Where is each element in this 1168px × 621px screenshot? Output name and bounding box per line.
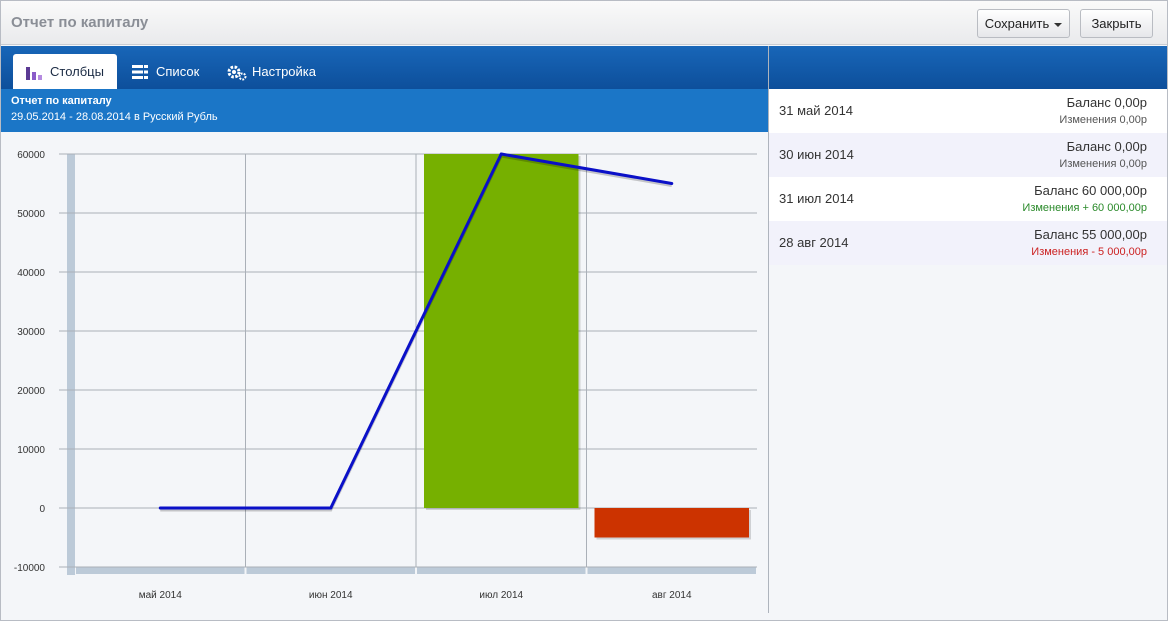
entry-balance: Баланс 0,00р [1066, 139, 1147, 154]
entry-date: 31 июл 2014 [779, 191, 854, 206]
tab-settings[interactable]: Настройка [221, 54, 331, 89]
list-header-bar [769, 46, 1167, 89]
line-point [158, 506, 162, 510]
x-tick-label: авг 2014 [652, 590, 692, 601]
x-tick-label: июн 2014 [309, 590, 353, 601]
y-tick-label: 10000 [17, 445, 45, 456]
list-item[interactable]: 31 май 2014 Баланс 0,00р Изменения 0,00р [769, 89, 1167, 133]
entry-change: Изменения 0,00р [1059, 114, 1147, 126]
entry-change: Изменения - 5 000,00р [1031, 246, 1147, 258]
line-point [670, 182, 674, 185]
balance-line [160, 152, 673, 510]
list-item[interactable]: 31 июл 2014 Баланс 60 000,00р Изменения … [769, 177, 1167, 221]
capital-chart: 60000 50000 40000 30000 20000 10000 0 -10000 май… [14, 150, 757, 601]
y-tick-label: 50000 [17, 209, 45, 220]
bar [424, 154, 579, 508]
entry-balance: Баланс 55 000,00р [1034, 227, 1147, 242]
entry-balance: Баланс 0,00р [1066, 95, 1147, 110]
entry-balance: Баланс 60 000,00р [1034, 183, 1147, 198]
tab-columns-label: Столбцы [50, 64, 104, 79]
report-subheader: Отчет по капиталу 29.05.2014 - 28.08.201… [1, 89, 768, 132]
report-title: Отчет по капиталу [11, 95, 112, 107]
bar [594, 508, 749, 538]
list-empty-area [769, 265, 1167, 613]
close-button[interactable]: Закрыть [1080, 9, 1153, 38]
entry-date: 28 авг 2014 [779, 235, 849, 250]
save-button-label: Сохранить [984, 16, 1050, 31]
report-range: 29.05.2014 - 28.08.2014 в Русский Рубль [11, 111, 218, 123]
line-point [329, 506, 333, 510]
gears-icon [227, 63, 247, 81]
bar-chart-icon [25, 63, 43, 81]
title-bar: Отчет по капиталу Сохранить Закрыть [1, 1, 1167, 45]
x-axis-strip [76, 567, 245, 574]
line-point [499, 152, 503, 156]
x-tick-label: июл 2014 [479, 590, 523, 601]
entry-date: 30 июн 2014 [779, 147, 854, 162]
x-axis-strip [417, 567, 586, 574]
entries-list: 31 май 2014 Баланс 0,00р Изменения 0,00р… [769, 89, 1167, 265]
entry-change: Изменения + 60 000,00р [1022, 202, 1147, 214]
y-tick-label: 60000 [17, 150, 45, 161]
x-axis-strip [587, 567, 756, 574]
caret-down-icon [1054, 22, 1063, 27]
list-icon [131, 63, 149, 81]
tab-bar: Столбцы Список [1, 46, 768, 89]
y-tick-label: 40000 [17, 268, 45, 279]
list-item[interactable]: 28 авг 2014 Баланс 55 000,00р Изменения … [769, 221, 1167, 265]
y-tick-label: 30000 [17, 327, 45, 338]
list-item[interactable]: 30 июн 2014 Баланс 0,00р Изменения 0,00р [769, 133, 1167, 177]
panel-divider [768, 46, 769, 613]
entry-change: Изменения 0,00р [1059, 158, 1147, 170]
window-title: Отчет по капиталу [11, 14, 149, 31]
tab-list[interactable]: Список [123, 54, 213, 89]
tab-list-label: Список [156, 64, 200, 79]
entry-date: 31 май 2014 [779, 103, 854, 118]
tab-columns[interactable]: Столбцы [13, 54, 117, 89]
y-tick-label: 0 [39, 504, 45, 515]
y-axis-strip [67, 154, 75, 575]
tab-settings-label: Настройка [252, 64, 316, 79]
save-button[interactable]: Сохранить [977, 9, 1070, 38]
y-tick-label: 20000 [17, 386, 45, 397]
chart-area: 60000 50000 40000 30000 20000 10000 0 -10000 май… [1, 132, 768, 613]
x-tick-label: май 2014 [139, 590, 182, 601]
y-tick-label: -10000 [14, 563, 46, 574]
x-axis-strip [246, 567, 415, 574]
